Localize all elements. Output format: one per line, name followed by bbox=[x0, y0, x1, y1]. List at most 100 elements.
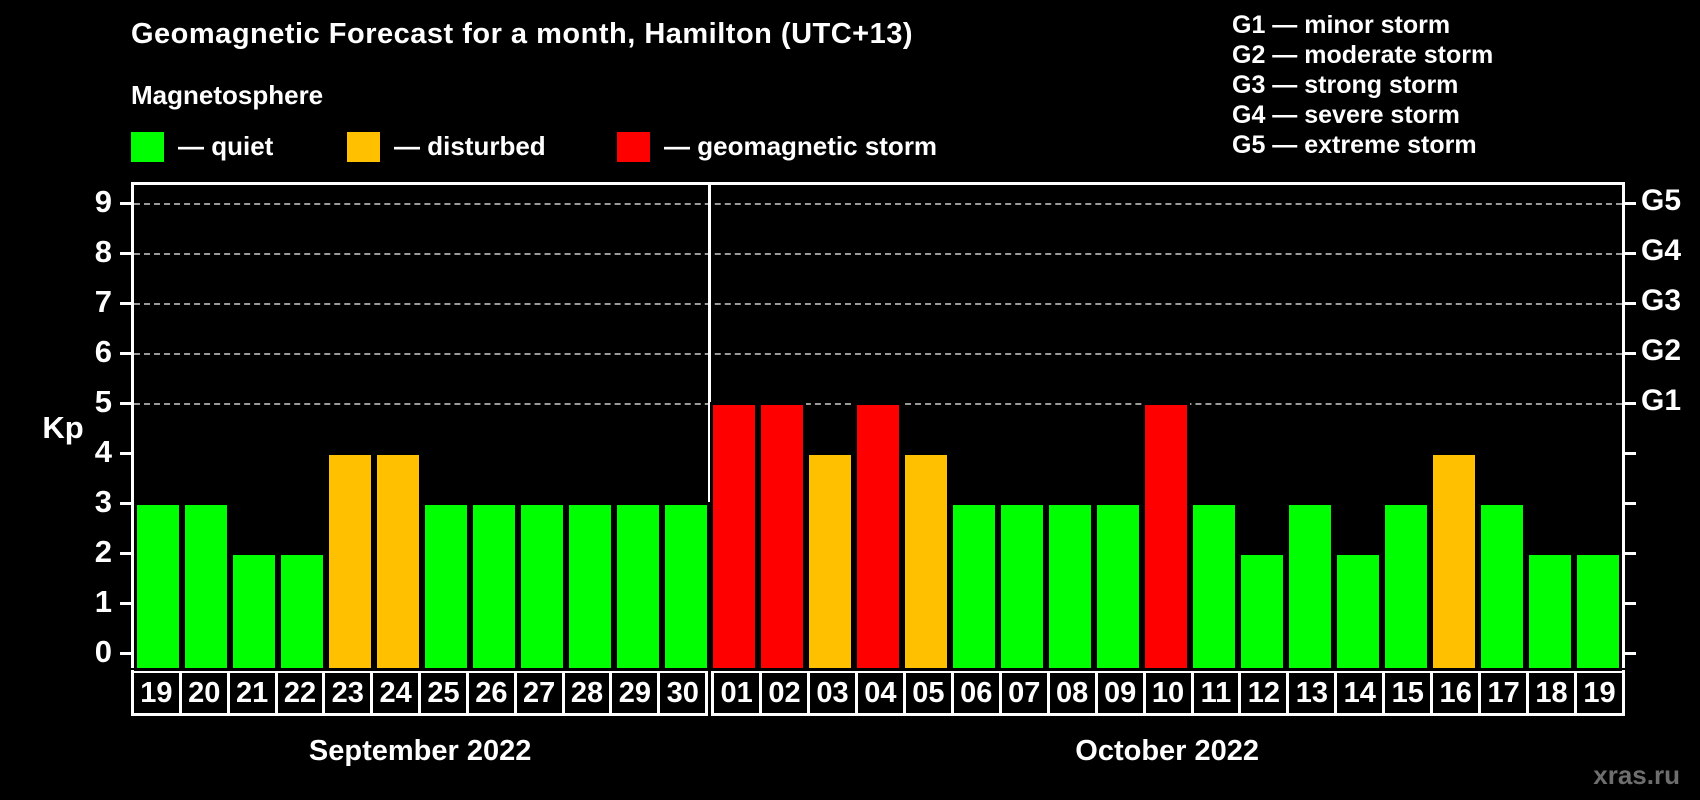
g-scale-line-1: G1 — minor storm bbox=[1232, 11, 1451, 39]
month-divider bbox=[708, 185, 711, 668]
day-label-02: 02 bbox=[759, 670, 811, 716]
watermark: xras.ru bbox=[1593, 760, 1680, 790]
day-axis: 19 20 21 22 23 24 25 26 27 28 29 30 01 02 03 04 05 06 07 08… bbox=[131, 670, 1625, 716]
day-label-08: 08 bbox=[1046, 670, 1098, 716]
y-tick-label-3: 3 bbox=[94, 484, 112, 519]
storm-color-swatch bbox=[617, 131, 650, 162]
bar-slot bbox=[1478, 185, 1526, 668]
day-label-29: 29 bbox=[609, 670, 661, 716]
day-label-06: 06 bbox=[950, 670, 1002, 716]
kp-bar-september-30 bbox=[665, 505, 707, 668]
kp-bar-september-25 bbox=[425, 505, 467, 668]
y-tick-label-1: 1 bbox=[94, 584, 112, 619]
kp-bar-october-18 bbox=[1529, 555, 1571, 668]
bar-slot bbox=[230, 185, 278, 668]
bar-slot bbox=[1526, 185, 1574, 668]
kp-bar-october-19 bbox=[1577, 555, 1619, 668]
kp-bar-october-13 bbox=[1289, 505, 1331, 668]
day-label-21: 21 bbox=[226, 670, 278, 716]
g-scale-legend: G1 — minor storm G2 — moderate storm G3 — … bbox=[1232, 10, 1493, 160]
kp-bar-october-12 bbox=[1241, 555, 1283, 668]
y-tick-label-0: 0 bbox=[94, 634, 112, 669]
y-tick-left-9 bbox=[120, 202, 131, 205]
right-axis-label-G3: G3 bbox=[1641, 284, 1682, 317]
y-tick-left-2 bbox=[120, 552, 131, 555]
bar-slot bbox=[374, 185, 422, 668]
day-label-09: 09 bbox=[1094, 670, 1146, 716]
bar-slot bbox=[902, 185, 950, 668]
bars-container bbox=[134, 185, 1622, 668]
kp-bar-september-24 bbox=[377, 455, 419, 668]
day-label-17: 17 bbox=[1478, 670, 1530, 716]
y-tick-label-9: 9 bbox=[94, 184, 112, 219]
y-tick-right-0 bbox=[1625, 652, 1636, 655]
right-axis-label-G1: G1 bbox=[1641, 384, 1682, 417]
right-axis-label-G5: G5 bbox=[1641, 184, 1682, 217]
y-tick-right-5 bbox=[1625, 402, 1636, 405]
magnetosphere-legend: — quiet — disturbed — geomagnetic storm bbox=[131, 131, 1081, 167]
bar-slot bbox=[470, 185, 518, 668]
y-tick-label-5: 5 bbox=[94, 384, 112, 419]
g-scale-line-3: G3 — strong storm bbox=[1232, 71, 1459, 99]
kp-bar-october-06 bbox=[953, 505, 995, 668]
kp-bar-october-03 bbox=[809, 455, 851, 668]
bar-slot bbox=[1238, 185, 1286, 668]
day-label-05: 05 bbox=[902, 670, 954, 716]
bar-slot bbox=[1382, 185, 1430, 668]
kp-bar-september-21 bbox=[233, 555, 275, 668]
kp-bar-october-15 bbox=[1385, 505, 1427, 668]
kp-bar-september-23 bbox=[329, 455, 371, 668]
kp-bar-september-20 bbox=[185, 505, 227, 668]
bar-slot bbox=[1430, 185, 1478, 668]
bar-slot bbox=[710, 185, 758, 668]
kp-bar-october-05 bbox=[905, 455, 947, 668]
disturbed-color-swatch bbox=[347, 131, 380, 162]
g-scale-line-2: G2 — moderate storm bbox=[1232, 41, 1494, 69]
bar-slot bbox=[422, 185, 470, 668]
bar-slot bbox=[518, 185, 566, 668]
bar-slot bbox=[1094, 185, 1142, 668]
y-tick-left-4 bbox=[120, 452, 131, 455]
g-scale-line-5: G5 — extreme storm bbox=[1232, 131, 1477, 159]
kp-bar-september-27 bbox=[521, 505, 563, 668]
kp-bar-september-19 bbox=[137, 505, 179, 668]
day-label-30: 30 bbox=[657, 670, 709, 716]
month-label: September 2022 bbox=[308, 735, 532, 767]
bar-slot bbox=[134, 185, 182, 668]
kp-bar-october-14 bbox=[1337, 555, 1379, 668]
day-label-20: 20 bbox=[178, 670, 230, 716]
day-label-19: 19 bbox=[131, 670, 182, 716]
gridline-kp-5 bbox=[134, 403, 1622, 405]
y-tick-right-3 bbox=[1625, 502, 1636, 505]
bar-slot bbox=[998, 185, 1046, 668]
y-tick-left-5 bbox=[120, 402, 131, 405]
day-label-25: 25 bbox=[418, 670, 469, 716]
day-label-11: 11 bbox=[1190, 670, 1242, 716]
y-tick-right-1 bbox=[1625, 602, 1636, 605]
bar-slot bbox=[326, 185, 374, 668]
y-tick-left-7 bbox=[120, 302, 131, 305]
bar-slot bbox=[278, 185, 326, 668]
legend-item-quiet: — quiet bbox=[131, 131, 273, 162]
bar-slot bbox=[1046, 185, 1094, 668]
bar-slot bbox=[614, 185, 662, 668]
legend-item-disturbed: — disturbed bbox=[347, 131, 546, 162]
day-label-04: 04 bbox=[854, 670, 906, 716]
day-label-28: 28 bbox=[561, 670, 613, 716]
y-axis-title: Kp bbox=[42, 410, 84, 445]
bar-slot bbox=[1286, 185, 1334, 668]
day-label-12: 12 bbox=[1238, 670, 1290, 716]
gridline-kp-9 bbox=[134, 203, 1622, 205]
bar-slot bbox=[1190, 185, 1238, 668]
day-label-23: 23 bbox=[322, 670, 374, 716]
bar-slot bbox=[758, 185, 806, 668]
plot-area: 0 1 2 3 4 5 6 7 8 9 G5 G4 G3 G2 G1 19 20 21 22 23 24 25 26 27 28… bbox=[95, 182, 1681, 716]
day-label-01: 01 bbox=[711, 670, 763, 716]
y-tick-label-8: 8 bbox=[94, 234, 112, 269]
bar-slot bbox=[662, 185, 710, 668]
y-tick-right-7 bbox=[1625, 302, 1636, 305]
y-tick-right-6 bbox=[1625, 352, 1636, 355]
kp-bar-october-02 bbox=[761, 405, 803, 668]
day-label-07: 07 bbox=[998, 670, 1050, 716]
